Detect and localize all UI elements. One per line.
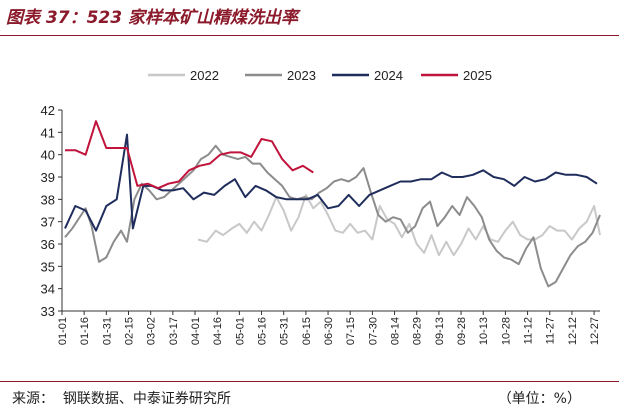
x-tick-label: 03-17	[168, 317, 180, 345]
x-tick-label: 04-16	[212, 317, 224, 345]
series-line-2025	[65, 120, 314, 190]
legend-label-2022: 2022	[190, 68, 219, 83]
x-tick-label: 07-15	[345, 317, 357, 345]
x-tick-label: 11-27	[545, 317, 557, 344]
figure-title: 图表 37：523 家样本矿山精煤洗出率	[6, 8, 298, 28]
chart-legend: 2022 2023 2024 2025	[148, 68, 492, 83]
series-line-2024	[64, 133, 598, 232]
x-tick-label: 01-01	[57, 317, 69, 345]
legend-label-2025: 2025	[463, 68, 492, 83]
title-rule	[0, 35, 619, 36]
y-tick-label: 36	[41, 237, 55, 252]
legend-label-2024: 2024	[374, 68, 403, 83]
x-tick-label: 05-16	[257, 317, 269, 345]
y-tick-label: 33	[41, 304, 55, 319]
y-tick-label: 42	[41, 103, 55, 118]
x-tick-label: 03-02	[146, 317, 158, 345]
x-tick-label: 08-14	[390, 317, 402, 345]
y-tick-label: 34	[41, 282, 55, 297]
y-tick-label: 38	[41, 192, 55, 207]
x-tick-label: 11-12	[523, 317, 535, 344]
x-tick-label: 06-15	[301, 317, 313, 345]
x-tick-label: 01-31	[101, 317, 113, 345]
x-tick-label: 08-29	[412, 317, 424, 345]
source-note: 来源： 钢联数据、中泰证券研究所	[12, 391, 231, 407]
y-tick-label: 39	[41, 170, 55, 185]
x-tick-label: 09-13	[434, 317, 446, 345]
y-tick-label: 41	[41, 125, 55, 140]
source-rule	[0, 381, 619, 382]
line-chart: 33 34 35 36 37 38 39 40 41 42 01-01 01-16 01-31 02-15…	[41, 68, 602, 345]
x-tick-label: 05-01	[234, 317, 246, 345]
x-tick-label: 09-28	[456, 317, 468, 345]
x-tick-label: 05-31	[279, 317, 291, 345]
series-line-2023	[64, 144, 601, 288]
x-tick-label: 04-01	[190, 317, 202, 345]
series-line-2022	[197, 193, 601, 257]
x-tick-label: 10-13	[478, 317, 490, 345]
x-tick-label: 01-16	[79, 317, 91, 345]
x-tick-label: 12-12	[567, 317, 579, 345]
x-tick-label: 07-30	[367, 317, 379, 345]
legend-label-2023: 2023	[287, 68, 316, 83]
y-tick-label: 40	[41, 148, 55, 163]
y-tick-label: 35	[41, 259, 55, 274]
y-tick-label: 37	[41, 215, 55, 230]
x-tick-label: 02-15	[124, 317, 136, 345]
chart-lines	[64, 120, 601, 288]
chart-axes: 33 34 35 36 37 38 39 40 41 42 01-01 01-16 01-31 02-15…	[41, 103, 602, 345]
x-tick-label: 12-27	[589, 317, 601, 345]
x-tick-label: 06-30	[323, 317, 335, 345]
x-tick-label: 10-28	[500, 317, 512, 345]
unit-note: （单位：%）	[497, 391, 581, 407]
